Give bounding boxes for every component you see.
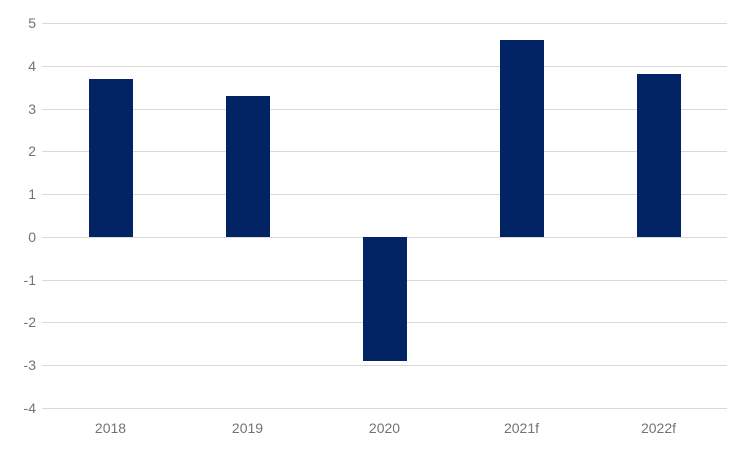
gridline-y1 — [42, 194, 727, 196]
bar-2022f — [636, 74, 681, 237]
bar-2018 — [88, 78, 133, 237]
gridline-y4 — [42, 65, 727, 67]
x-tick-label: 2020 — [368, 420, 401, 436]
y-tick-label: 0 — [28, 228, 36, 245]
y-tick-label: 4 — [28, 57, 36, 74]
gridline-y-4 — [42, 408, 727, 409]
gridline-y3 — [42, 108, 727, 110]
bar-2019 — [225, 95, 270, 237]
gridline-y2 — [42, 151, 727, 153]
gridline-y-3 — [42, 365, 727, 367]
gridline-y5 — [42, 23, 727, 24]
bar-2021f — [499, 40, 544, 237]
x-tick-label: 2018 — [94, 420, 127, 436]
y-tick-label: 5 — [28, 15, 36, 31]
y-tick-label: 1 — [28, 186, 36, 203]
x-tick-label: 2021f — [503, 420, 540, 436]
bar-2020 — [362, 236, 407, 361]
y-tick-label: -3 — [23, 357, 36, 374]
y-tick-label: 3 — [28, 100, 36, 117]
y-tick-label: -4 — [23, 400, 36, 416]
y-tick-label: 2 — [28, 143, 36, 160]
y-tick-label: -1 — [23, 271, 36, 288]
x-tick-label: 2019 — [231, 420, 264, 436]
y-tick-label: -2 — [23, 314, 36, 331]
x-tick-label: 2022f — [640, 420, 677, 436]
